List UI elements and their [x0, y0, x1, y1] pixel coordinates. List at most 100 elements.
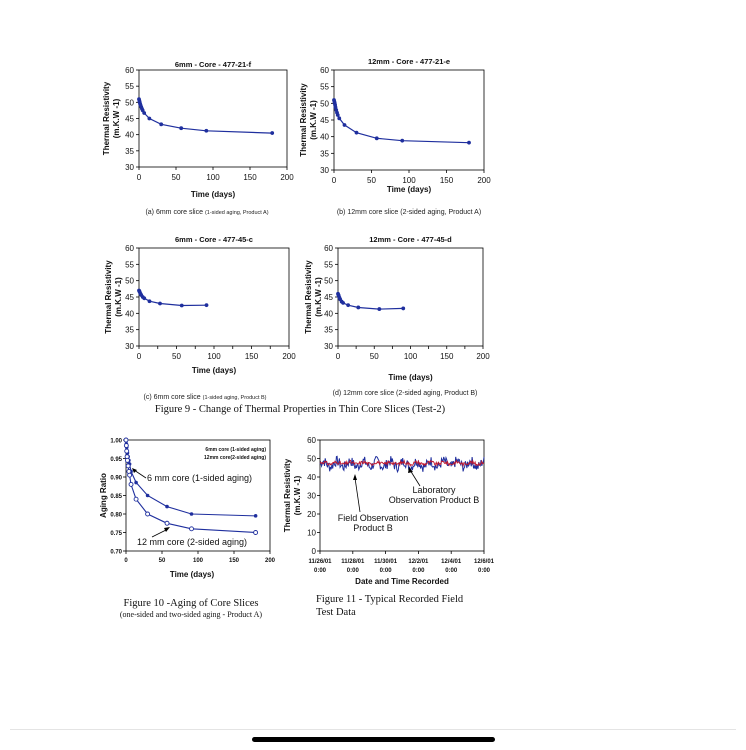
- chart-12mm-core-477-21-e: 30 35 40 45 50 55 60 0 50 100 150 200 12mm - Core - …: [299, 57, 491, 216]
- x-tick-label: 0: [137, 352, 142, 361]
- data-point: [341, 300, 345, 305]
- annotation-12mm: 12 mm core (2-sided aging): [137, 537, 247, 547]
- data-point: [145, 493, 150, 498]
- figure-10-subcaption: (one-sided and two-sided aging - Product…: [120, 610, 263, 619]
- x-tick-label-date: 11/26/01: [308, 559, 332, 565]
- x-tick-label: 150: [245, 352, 259, 361]
- y-tick-label: 60: [320, 66, 329, 75]
- y-tick-label: 50: [324, 277, 333, 286]
- x-tick-label: 0: [332, 176, 337, 185]
- x-tick-label-date: 11/28/01: [341, 559, 365, 565]
- data-point: [145, 511, 151, 517]
- data-point: [147, 299, 152, 304]
- data-point: [400, 138, 405, 143]
- figure-11-caption-line2: Test Data: [316, 607, 356, 618]
- y-tick-label: 20: [307, 510, 316, 519]
- data-point: [142, 296, 147, 301]
- x-axis-label: Time (days): [388, 373, 433, 382]
- data-point: [124, 448, 130, 454]
- annotation-laboratory: Observation Product B: [389, 495, 480, 505]
- data-point: [335, 113, 340, 117]
- x-tick-label: 200: [282, 352, 296, 361]
- y-tick-label: 50: [307, 455, 316, 464]
- y-tick-label: 60: [307, 436, 316, 445]
- x-tick-label: 0: [124, 558, 128, 564]
- subfigure-caption: (c) 6mm core slice (1-sided aging, Produ…: [143, 394, 266, 401]
- x-tick-label-date: 11/30/01: [374, 559, 398, 565]
- x-tick-label: 150: [229, 558, 240, 564]
- x-tick-label-date: 12/4/01: [441, 559, 462, 565]
- data-point: [128, 481, 134, 487]
- x-tick-label: 200: [477, 176, 491, 185]
- y-tick-label: 50: [320, 99, 329, 108]
- series-line: [138, 290, 207, 307]
- figure-11-caption-line1: Figure 11 - Typical Recorded Field: [316, 594, 464, 605]
- series-line: [333, 99, 470, 144]
- chart-12mm-core-477-45-d: 30 35 40 45 50 55 60 0 50 100 150 200 12mm - Core - …: [304, 235, 490, 397]
- x-tick-label: 100: [404, 352, 418, 361]
- series-line: [125, 439, 256, 534]
- data-point: [204, 128, 209, 133]
- data-point: [179, 126, 184, 131]
- annotation-arrowhead: [408, 467, 413, 473]
- data-point: [346, 303, 351, 308]
- x-tick-label: 150: [440, 352, 454, 361]
- y-tick-label: 35: [125, 326, 134, 335]
- x-tick-label: 50: [370, 352, 379, 361]
- data-point: [270, 131, 275, 135]
- y-tick-label: 0: [312, 547, 317, 556]
- data-point: [142, 111, 147, 115]
- x-tick-label: 0: [137, 173, 142, 182]
- x-tick-label: 200: [476, 352, 490, 361]
- plot-frame: [138, 247, 290, 347]
- y-axis-label: Thermal Resistivity(m.K.W -1): [304, 260, 323, 334]
- x-tick-label-time: 0:00: [478, 568, 491, 574]
- x-tick-label: 50: [159, 558, 166, 564]
- annotation-arrow: [133, 469, 147, 479]
- y-tick-label: 35: [125, 147, 134, 156]
- annotation-arrowhead: [132, 468, 137, 473]
- y-axis-label: Thermal Resistivity(m.K.W -1): [299, 83, 318, 157]
- data-point: [124, 457, 130, 463]
- data-point: [356, 305, 361, 310]
- series-line: [138, 98, 273, 134]
- home-indicator-bar[interactable]: [252, 737, 495, 742]
- data-point: [342, 123, 347, 127]
- data-point: [189, 512, 194, 516]
- x-tick-label-time: 0:00: [445, 568, 458, 574]
- x-axis-label: Time (days): [191, 190, 236, 199]
- y-tick-label: 0.75: [110, 531, 122, 537]
- x-tick-label: 50: [172, 352, 181, 361]
- data-point: [189, 526, 194, 532]
- legend-entry: 12mm core(2-sided aging): [204, 455, 266, 461]
- chart-title: 6mm - Core - 477-45-c: [175, 235, 253, 244]
- annotation-field: Field Observation: [338, 513, 409, 523]
- data-point: [127, 472, 133, 478]
- y-tick-label: 0.70: [110, 550, 122, 556]
- chart-title: 12mm - Core - 477-45-d: [369, 235, 452, 244]
- figure-10-caption: Figure 10 -Aging of Core Slices: [123, 598, 258, 609]
- y-tick-label: 55: [125, 82, 134, 91]
- x-tick-label: 100: [206, 173, 220, 182]
- x-axis-label: Time (days): [387, 185, 432, 194]
- data-point: [123, 437, 129, 443]
- x-tick-label: 100: [193, 558, 204, 564]
- x-tick-label-time: 0:00: [347, 568, 360, 574]
- figure-9-caption: Figure 9 - Change of Thermal Properties …: [155, 404, 446, 415]
- y-tick-label: 0.95: [110, 457, 122, 463]
- data-point: [374, 136, 379, 141]
- chart-6mm-core-477-21-f: 30 35 40 45 50 55 60 0 50 100 150 200 6mm - Core - 4…: [102, 60, 294, 216]
- data-point: [125, 463, 131, 469]
- data-point: [164, 520, 170, 526]
- y-tick-label: 45: [324, 293, 333, 302]
- data-point: [401, 306, 406, 311]
- data-point: [158, 301, 162, 306]
- x-tick-label: 150: [440, 176, 454, 185]
- x-tick-label: 100: [207, 352, 221, 361]
- data-point: [253, 530, 259, 535]
- x-tick-label: 50: [367, 176, 376, 185]
- y-tick-label: 50: [125, 277, 134, 286]
- x-axis-label: Date and Time Recorded: [355, 577, 449, 586]
- x-axis-label: Time (days): [192, 366, 237, 375]
